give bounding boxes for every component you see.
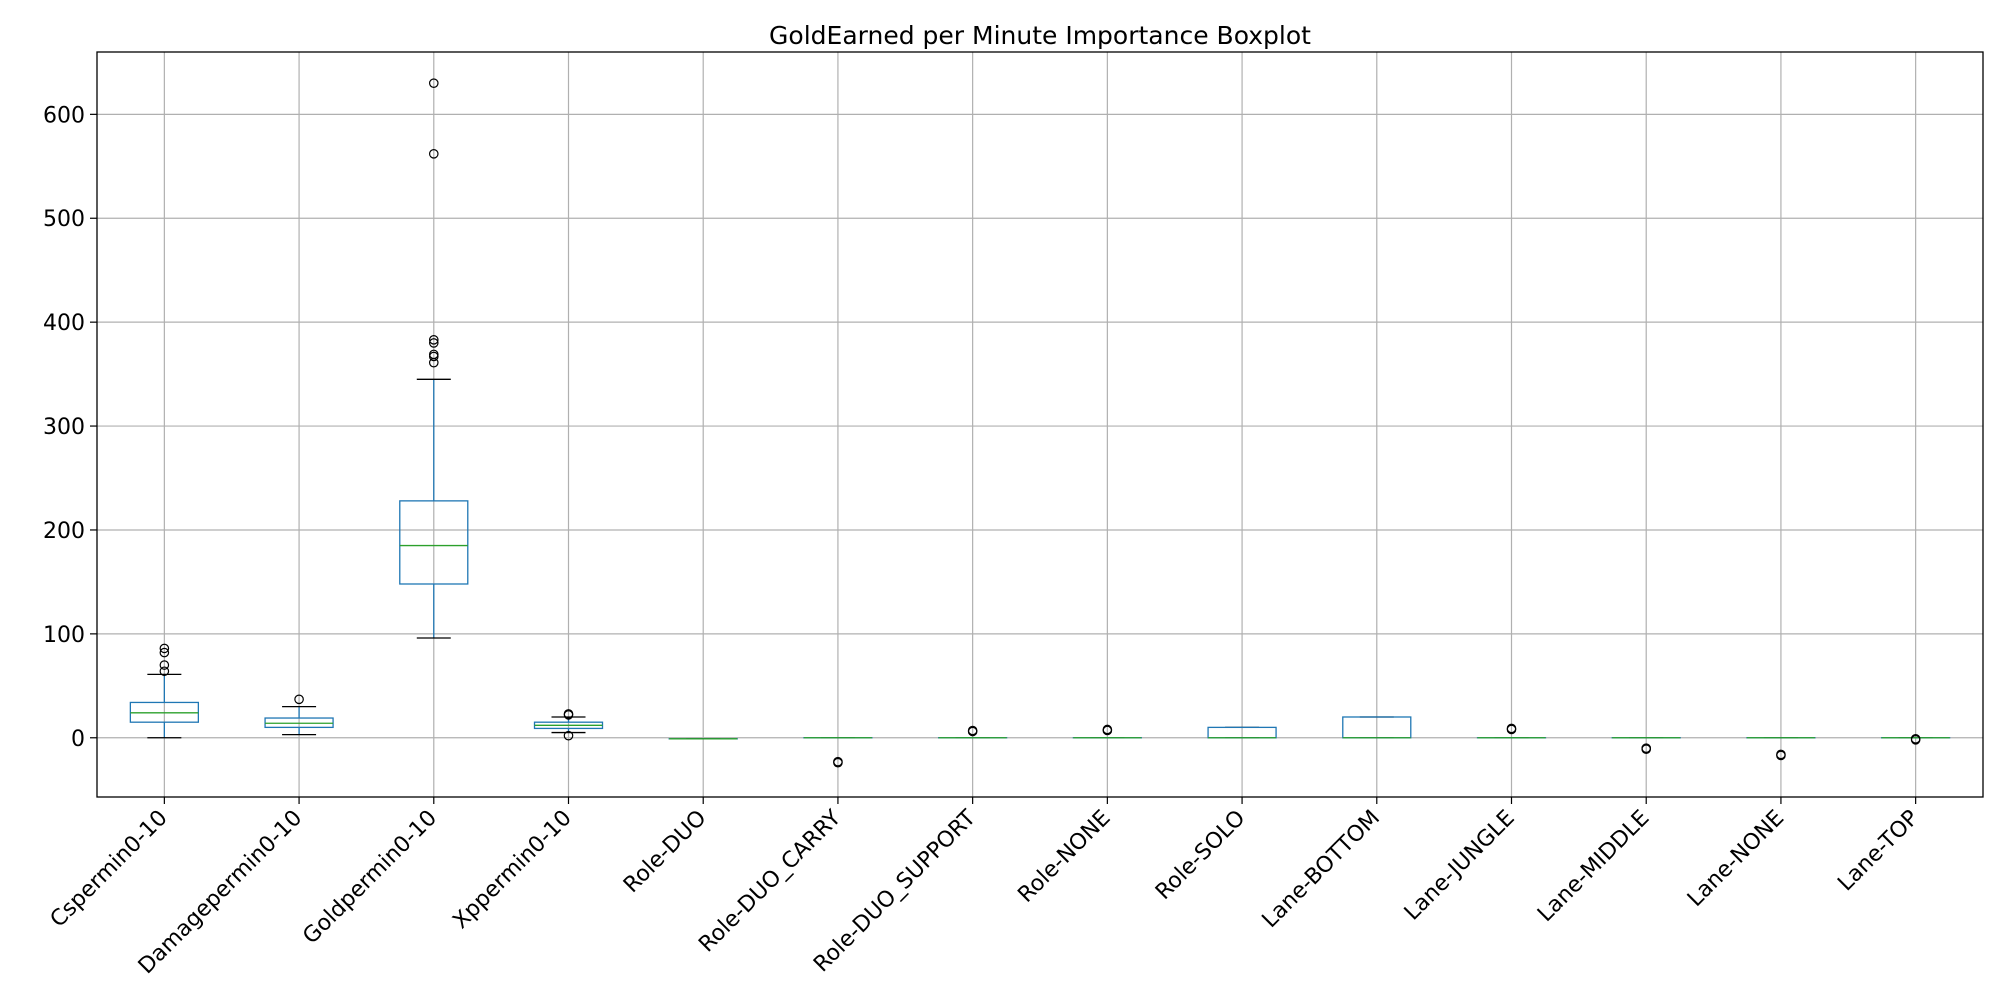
y-axis: 0 100 200 300 400 500 600 xyxy=(43,103,97,752)
x-tick-label: Lane-NONE xyxy=(1683,806,1789,912)
x-axis: Cspermin0-10Damagepermin0-10Goldpermin0-… xyxy=(46,797,1924,979)
x-tick-label: Role-DUO_CARRY xyxy=(694,805,846,957)
flier-point xyxy=(1641,744,1652,755)
x-tick-label: Xppermin0-10 xyxy=(448,806,576,934)
flier-point xyxy=(563,709,574,719)
x-tick-label: Cspermin0-10 xyxy=(46,806,173,933)
x-tick-label: Lane-JUNGLE xyxy=(1400,806,1520,926)
y-tick-label: 0 xyxy=(71,727,85,752)
flier-point xyxy=(1102,724,1113,735)
box-layer xyxy=(129,78,1951,768)
box-Lane-TOP xyxy=(1880,734,1951,745)
flier-point xyxy=(833,757,843,768)
y-tick-label: 500 xyxy=(43,207,85,232)
box-Role-DUO_CARRY xyxy=(803,737,873,768)
flier-point xyxy=(428,349,439,360)
flier-point xyxy=(428,335,439,345)
iqr-box xyxy=(399,500,469,585)
flier-point xyxy=(1506,723,1517,734)
flier-point xyxy=(159,666,170,677)
x-tick-label: Role-SOLO xyxy=(1151,806,1250,905)
y-tick-label: 600 xyxy=(43,103,85,128)
x-tick-label: Lane-BOTTOM xyxy=(1258,806,1385,933)
x-tick-label: Role-NONE xyxy=(1013,806,1115,908)
flier-point xyxy=(967,725,978,736)
flier-point xyxy=(428,338,439,348)
box-Lane-MIDDLE xyxy=(1611,737,1681,755)
box-Role-NONE xyxy=(1072,724,1143,739)
flier-point xyxy=(294,694,304,705)
y-tick-label: 200 xyxy=(43,519,85,544)
box-Lane-NONE xyxy=(1746,737,1816,761)
box-Xppermin0-10 xyxy=(533,709,604,741)
x-tick-label: Role-DUO xyxy=(619,806,711,898)
x-tick-label: Lane-TOP xyxy=(1833,806,1924,897)
box-Goldpermin0-10 xyxy=(399,78,469,639)
box-Cspermin0-10 xyxy=(129,643,200,739)
box-Role-SOLO xyxy=(1207,726,1277,739)
flier-point xyxy=(159,647,170,658)
flier-point xyxy=(159,660,170,670)
flier-point xyxy=(563,730,574,741)
x-tick-label: Goldpermin0-10 xyxy=(298,806,442,950)
x-tick-label: Lane-MIDDLE xyxy=(1533,806,1654,927)
y-tick-label: 400 xyxy=(43,311,85,336)
chart-title: GoldEarned per Minute Importance Boxplot xyxy=(769,21,1311,50)
box-Lane-JUNGLE xyxy=(1476,723,1547,739)
grid-layer xyxy=(97,52,1983,797)
flier-point xyxy=(428,78,439,88)
flier-point xyxy=(428,149,439,159)
box-Damagepermin0-10 xyxy=(264,694,334,736)
box-Role-DUO_SUPPORT xyxy=(937,725,1008,739)
y-tick-label: 100 xyxy=(43,623,85,648)
flier-point xyxy=(159,643,170,654)
plot-frame xyxy=(96,51,1984,798)
box-Lane-BOTTOM xyxy=(1342,716,1412,739)
flier-point xyxy=(1776,750,1786,761)
y-tick-label: 300 xyxy=(43,415,85,440)
flier-point xyxy=(1910,735,1921,745)
